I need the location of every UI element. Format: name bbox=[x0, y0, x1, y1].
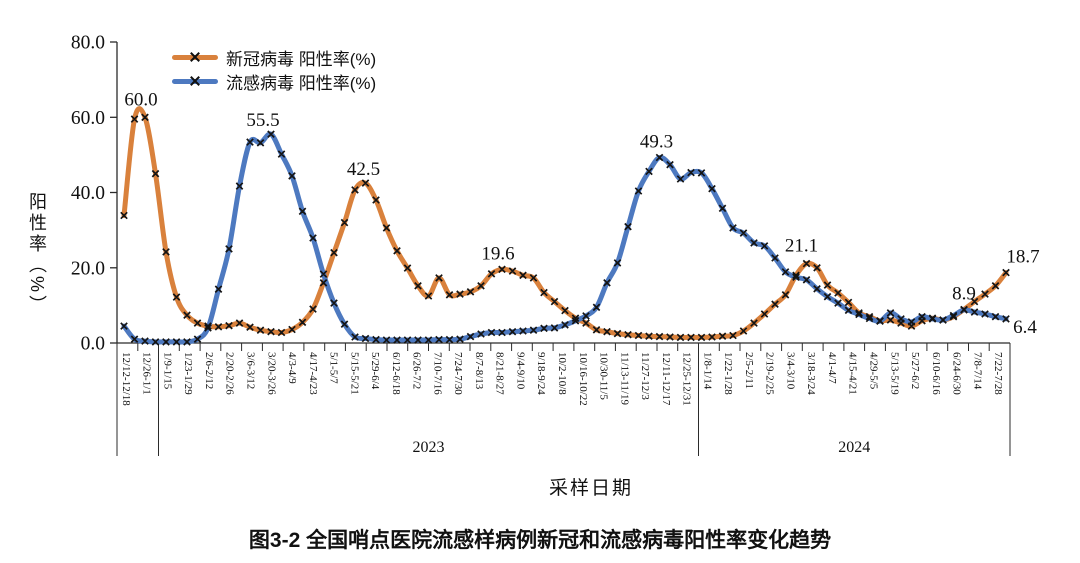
covid-series-swatch bbox=[172, 54, 218, 60]
x-tick-label: 11/27-12/3 bbox=[639, 352, 651, 400]
data-label: 42.5 bbox=[347, 159, 380, 180]
x-tick-label: 3/6-3/12 bbox=[245, 352, 257, 389]
x-tick-label: 6/24-6/30 bbox=[951, 352, 963, 395]
y-tick-label: 40.0 bbox=[71, 183, 105, 204]
x-tick-label: 4/3-4/9 bbox=[286, 352, 298, 384]
x-tick-label: 1/23-1/29 bbox=[182, 352, 194, 395]
x-tick-label: 5/15-5/21 bbox=[348, 352, 360, 395]
x-tick-label: 7/24-7/30 bbox=[452, 352, 464, 395]
x-tick-label: 11/13-11/19 bbox=[618, 352, 630, 405]
y-axis-title: 阳性率（%） bbox=[27, 192, 47, 317]
x-tick-label: 4/29-5/5 bbox=[868, 352, 880, 390]
flu-series-markers bbox=[120, 130, 1010, 346]
y-tick-label: 60.0 bbox=[71, 108, 105, 129]
data-label: 19.6 bbox=[481, 243, 514, 264]
x-tick-label: 4/15-4/21 bbox=[847, 352, 859, 395]
x-tick-label: 7/22-7/28 bbox=[992, 352, 1004, 395]
year-label: 2023 bbox=[413, 439, 445, 456]
x-tick-label: 3/18-3/24 bbox=[805, 352, 817, 395]
data-label: 18.7 bbox=[1006, 247, 1039, 268]
x-tick-label: 2/6-2/12 bbox=[203, 352, 215, 389]
x-tick-label: 6/12-6/18 bbox=[390, 352, 402, 395]
x-tick-label: 5/29-6/4 bbox=[369, 352, 381, 390]
covid-series-markers bbox=[120, 113, 1010, 342]
x-tick-label: 3/4-3/10 bbox=[784, 352, 796, 390]
y-tick-label: 20.0 bbox=[71, 258, 105, 279]
x-tick-label: 12/11-12/17 bbox=[660, 352, 672, 406]
y-tick-label: 0.0 bbox=[81, 334, 105, 355]
x-tick-label: 10/30-11/5 bbox=[598, 352, 610, 400]
x-tick-label: 7/10-7/16 bbox=[431, 352, 443, 395]
x-tick-label: 4/17-4/23 bbox=[307, 352, 319, 395]
legend-item-covid: 新冠病毒 阳性率(%) bbox=[172, 45, 376, 69]
x-tick-label: 6/26-7/2 bbox=[411, 352, 423, 389]
data-label: 21.1 bbox=[785, 236, 818, 257]
flu-series-swatch bbox=[172, 78, 218, 84]
x-tick-label: 6/10-6/16 bbox=[930, 352, 942, 395]
x-tick-label: 10/2-10/8 bbox=[556, 352, 568, 395]
data-label: 60.0 bbox=[124, 89, 157, 110]
legend-label-covid: 新冠病毒 阳性率(%) bbox=[226, 49, 377, 69]
x-tick-label: 5/13-5/19 bbox=[888, 352, 900, 395]
x-tick-label: 1/8-1/14 bbox=[701, 352, 713, 390]
legend-item-flu: 流感病毒 阳性率(%) bbox=[172, 69, 376, 93]
x-tick-label: 4/1-4/7 bbox=[826, 352, 838, 384]
x-tick-label: 5/27-6/2 bbox=[909, 352, 921, 389]
x-tick-label: 12/26-1/1 bbox=[141, 352, 153, 395]
year-label: 2024 bbox=[838, 439, 870, 456]
x-tick-label: 8/7-8/13 bbox=[473, 352, 485, 390]
x-tick-label: 8/21-8/27 bbox=[494, 352, 506, 395]
x-tick-label: 10/16-10/22 bbox=[577, 352, 589, 406]
x-tick-label: 3/20-3/26 bbox=[265, 352, 277, 395]
data-label: 6.4 bbox=[1013, 317, 1037, 338]
x-tick-label: 1/9-1/15 bbox=[161, 352, 173, 390]
x-tick-label: 9/18-9/24 bbox=[535, 352, 547, 395]
x-tick-label: 7/8-7/14 bbox=[971, 352, 983, 390]
legend: 新冠病毒 阳性率(%) 流感病毒 阳性率(%) bbox=[172, 45, 376, 93]
x-tick-label: 9/4-9/10 bbox=[515, 352, 527, 390]
figure-caption: 图3-2 全国哨点医院流感样病例新冠和流感病毒阳性率变化趋势 bbox=[248, 529, 832, 552]
y-tick-label: 80.0 bbox=[71, 33, 105, 54]
data-label: 49.3 bbox=[640, 132, 673, 153]
x-tick-label: 5/1-5/7 bbox=[328, 352, 340, 384]
x-tick-label: 12/12-12/18 bbox=[120, 352, 132, 406]
data-label: 55.5 bbox=[246, 110, 279, 131]
x-tick-label: 1/22-1/28 bbox=[722, 352, 734, 395]
x-tick-label: 2/5-2/11 bbox=[743, 352, 755, 389]
legend-label-flu: 流感病毒 阳性率(%) bbox=[226, 73, 377, 93]
x-tick-label: 12/25-12/31 bbox=[681, 352, 693, 406]
x-tick-label: 2/20-2/26 bbox=[224, 352, 236, 395]
x-axis-title: 采样日期 bbox=[548, 478, 633, 499]
x-tick-label: 2/19-2/25 bbox=[764, 352, 776, 395]
data-label: 8.9 bbox=[952, 284, 976, 305]
